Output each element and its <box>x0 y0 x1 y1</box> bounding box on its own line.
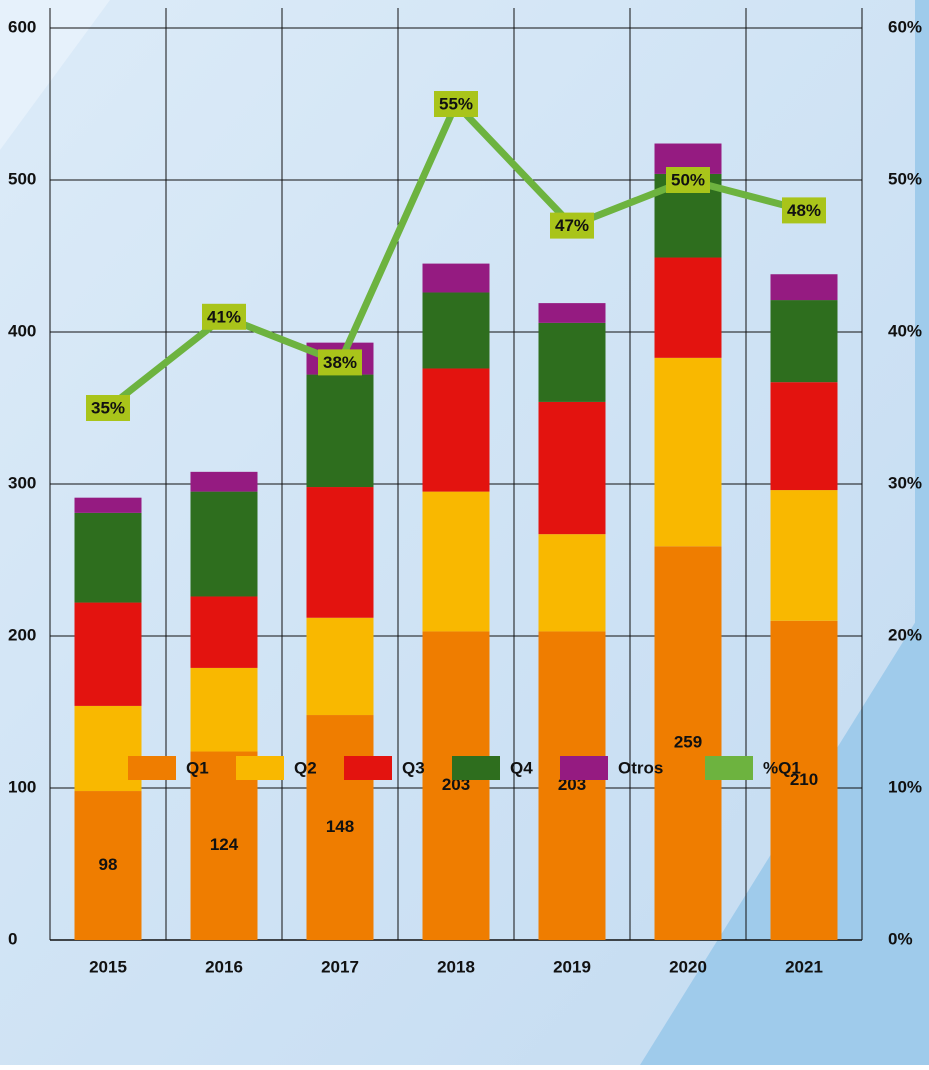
data-label: 124 <box>210 835 239 854</box>
bar-segment <box>655 358 722 546</box>
data-label: 38% <box>323 353 357 372</box>
legend-label: Otros <box>618 758 663 777</box>
bar-segment <box>191 596 258 667</box>
bar-segment <box>539 534 606 631</box>
bar-segment <box>191 492 258 597</box>
legend-label: Q1 <box>186 758 209 777</box>
bar-segment <box>307 618 374 715</box>
legend-label: Q2 <box>294 758 317 777</box>
legend-label: Q3 <box>402 758 425 777</box>
data-label: 148 <box>326 817 354 836</box>
bar-segment <box>655 258 722 358</box>
x-tick-label: 2020 <box>669 957 707 976</box>
bar-segment <box>771 274 838 300</box>
y2-tick-label: 10% <box>888 777 922 796</box>
bar-segment <box>423 492 490 632</box>
x-tick-label: 2015 <box>89 957 127 976</box>
data-label: 47% <box>555 216 589 235</box>
x-tick-label: 2018 <box>437 957 475 976</box>
data-label: 50% <box>671 170 705 189</box>
y2-tick-label: 0% <box>888 929 913 948</box>
bar-segment <box>191 668 258 752</box>
bar-segment <box>771 300 838 382</box>
y-tick-label: 400 <box>8 321 36 340</box>
legend-swatch <box>344 756 392 780</box>
bar-segment <box>191 472 258 492</box>
y2-tick-label: 60% <box>888 17 922 36</box>
x-tick-label: 2019 <box>553 957 591 976</box>
bar-segment <box>771 382 838 490</box>
y-tick-label: 200 <box>8 625 36 644</box>
y2-tick-label: 40% <box>888 321 922 340</box>
legend-swatch <box>236 756 284 780</box>
y-tick-label: 0 <box>8 929 17 948</box>
legend-swatch <box>128 756 176 780</box>
chart: 0 100 200 300 400 500 600 0% 10% 20% 30% 40% 50% 60% 9… <box>0 0 929 1065</box>
data-label: 55% <box>439 94 473 113</box>
x-tick-label: 2021 <box>785 957 823 976</box>
y-tick-label: 300 <box>8 473 36 492</box>
y2-tick-label: 30% <box>888 473 922 492</box>
bar-segment <box>423 264 490 293</box>
bar-segment <box>307 375 374 487</box>
data-label: 98 <box>99 855 118 874</box>
data-label: 41% <box>207 307 241 326</box>
bar-segment <box>539 402 606 534</box>
bar-segment <box>423 368 490 491</box>
y-tick-label: 600 <box>8 17 36 36</box>
y-tick-label: 100 <box>8 777 36 796</box>
data-label: 48% <box>787 201 821 220</box>
x-tick-label: 2016 <box>205 957 243 976</box>
legend-label: %Q1 <box>763 758 801 777</box>
y-tick-label: 500 <box>8 169 36 188</box>
bar-segment <box>75 513 142 603</box>
legend-swatch <box>452 756 500 780</box>
bar-segment <box>539 303 606 323</box>
bar-segment <box>539 323 606 402</box>
legend-label: Q4 <box>510 758 533 777</box>
decor <box>915 0 929 1065</box>
data-label: 35% <box>91 398 125 417</box>
bar-segment <box>75 603 142 706</box>
y2-tick-label: 50% <box>888 169 922 188</box>
data-label: 259 <box>674 733 702 752</box>
legend-swatch <box>705 756 753 780</box>
x-tick-label: 2017 <box>321 957 359 976</box>
y2-tick-label: 20% <box>888 625 922 644</box>
bar-segment <box>75 498 142 513</box>
bar-segment <box>307 487 374 618</box>
bar-segment <box>771 490 838 621</box>
legend-swatch <box>560 756 608 780</box>
bar-segment <box>423 292 490 368</box>
